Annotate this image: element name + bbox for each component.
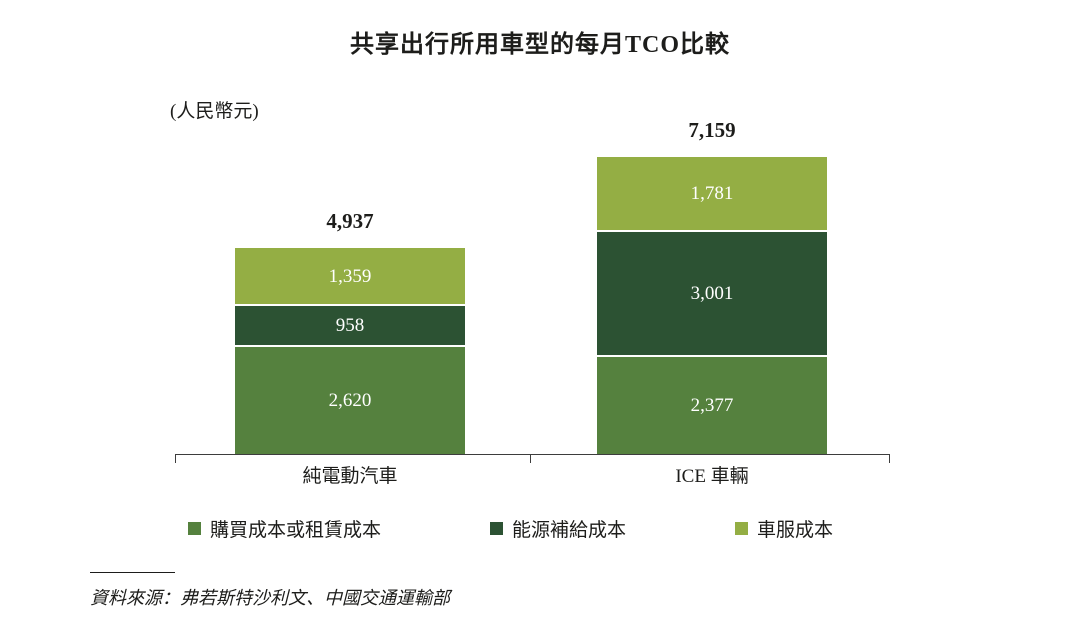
legend-item-purchase-cost: 購買成本或租賃成本 [188, 515, 381, 542]
segment-value-label: 1,359 [328, 265, 372, 287]
category-label-ev: 純電動汽車 [302, 466, 398, 487]
legend-swatch-purchase-cost-icon [188, 522, 201, 535]
bar-segment-ice-3: 1,781 [597, 157, 827, 230]
bar-total-label-ev: 4,937 [326, 209, 374, 233]
axis-tick-middle [530, 455, 531, 463]
segment-value-label: 1,781 [690, 183, 734, 204]
bar-segment-ice-1: 2,377 [597, 357, 827, 454]
legend-label-energy-cost: 能源補給成本 [511, 520, 626, 541]
legend-label-purchase-cost: 購買成本或租賃成本 [210, 520, 382, 541]
category-label-ice: ICE 車輛 [675, 466, 749, 487]
segment-value-label: 958 [335, 315, 365, 336]
axis-tick-right [889, 455, 890, 463]
source-note: 資料來源：弗若斯特沙利文、中國交通運輸部 [90, 588, 450, 608]
segment-value-label: 2,620 [328, 390, 372, 411]
y-axis-unit-label: (人民幣元) [170, 101, 259, 122]
axis-tick-left [175, 455, 176, 463]
x-axis-line [175, 454, 890, 455]
legend-swatch-energy-cost-icon [489, 522, 503, 535]
chart-title: 共享出行所用車型的每月TCO比較 [349, 32, 730, 58]
bar-segment-ice-2: 3,001 [597, 232, 827, 355]
footnote-rule [90, 572, 175, 573]
legend-item-energy-cost: 能源補給成本 [489, 515, 626, 542]
stacked-bar-ev: 2,620 958 1,359 4,937 [235, 209, 465, 454]
bar-segment-ev-3: 1,359 [235, 248, 465, 304]
stacked-bar-ice: 2,377 3,001 1,781 7,159 [597, 118, 827, 454]
segment-value-label: 2,377 [690, 395, 734, 416]
bar-segment-ev-2: 958 [235, 306, 465, 345]
plot-area: 2,620 958 1,359 4,937 2,377 3,001 1,781 7,159 [175, 118, 890, 463]
bar-total-label-ice: 7,159 [688, 118, 736, 142]
legend-label-service-cost: 車服成本 [756, 520, 833, 541]
legend: 購買成本或租賃成本 能源補給成本 車服成本 [188, 515, 833, 542]
legend-swatch-service-cost-icon [734, 522, 748, 535]
segment-value-label: 3,001 [690, 283, 734, 304]
legend-item-service-cost: 車服成本 [734, 515, 833, 542]
bar-segment-ev-1: 2,620 [235, 347, 465, 454]
